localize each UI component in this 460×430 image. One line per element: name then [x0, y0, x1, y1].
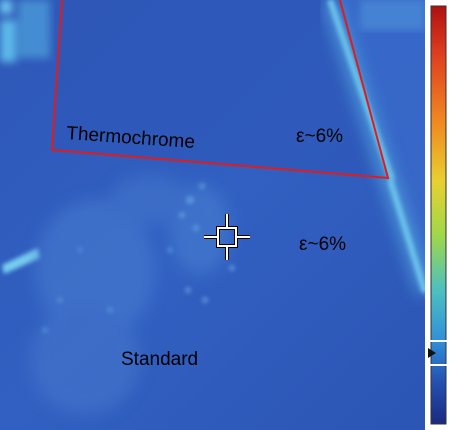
left-warm-streak	[2, 248, 40, 274]
top-right-warm-spot	[360, 0, 425, 30]
standard-surface-speckles	[42, 183, 235, 333]
emissivity-mid-label: ε~6%	[299, 234, 346, 255]
triangle-pointer-icon[interactable]	[428, 348, 436, 358]
thermochrome-region-outline[interactable]	[50, 0, 390, 180]
top-left-warm-spot	[0, 0, 50, 62]
thermochrome-surface	[52, 0, 388, 178]
standard-label: Standard	[121, 349, 198, 370]
color-scale-bar	[425, 0, 460, 430]
crosshair-spot-icon[interactable]	[204, 214, 250, 260]
emissivity-top-label: ε~6%	[296, 126, 343, 147]
standard-surface-texture	[30, 175, 230, 415]
panel-edge-glow	[323, 0, 432, 295]
scale-level-marker[interactable]	[425, 340, 449, 366]
